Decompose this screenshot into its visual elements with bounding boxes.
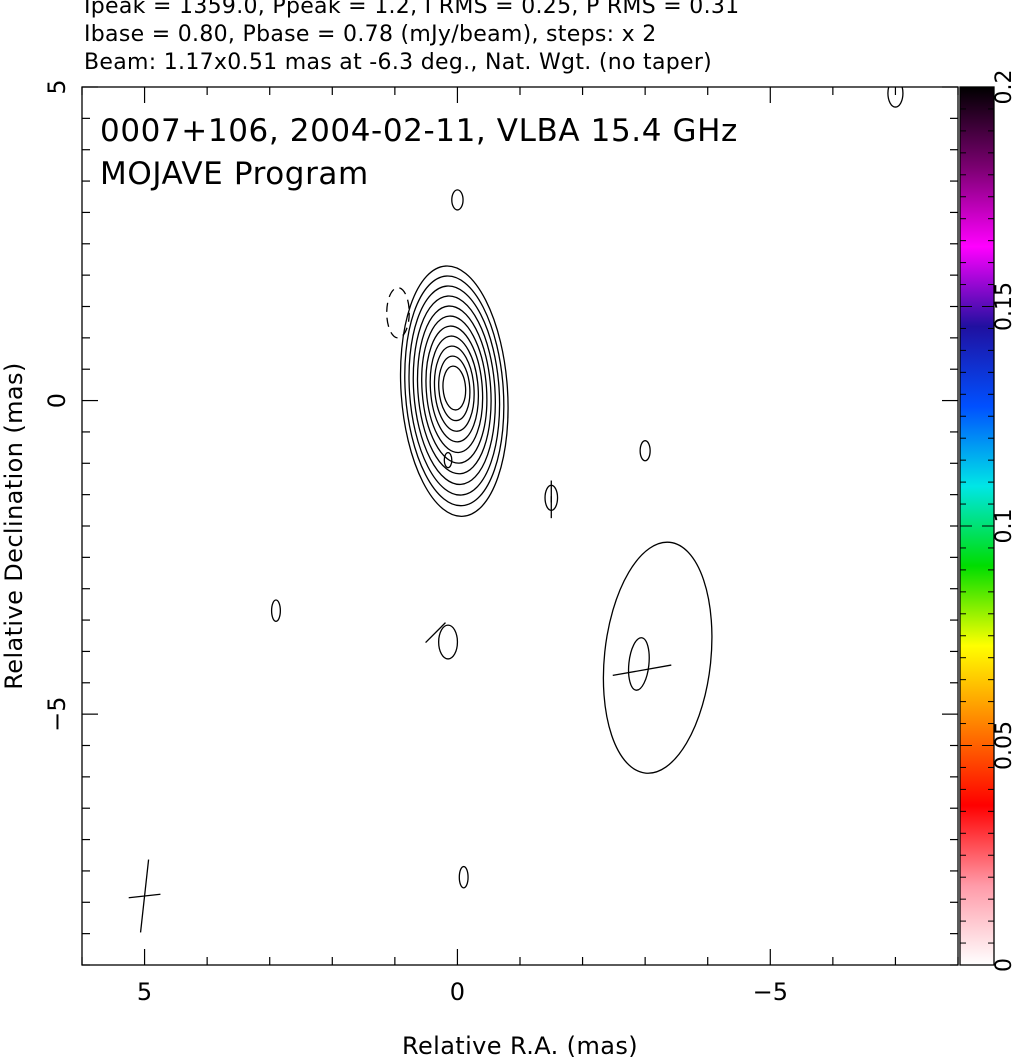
y-tick-label: 5 <box>43 79 71 94</box>
small-contour <box>887 87 904 108</box>
colorbar-tick-label: 0.15 <box>992 282 1017 331</box>
core-contour <box>433 345 475 432</box>
small-contour <box>458 865 469 889</box>
y-axis-label: Relative Declination (mas) <box>0 362 28 689</box>
beam-minor-axis <box>128 893 161 899</box>
polarization-vectors <box>425 480 672 677</box>
core-contour <box>416 305 492 475</box>
header-line-beam: Beam: 1.17x0.51 mas at -6.3 deg., Nat. W… <box>84 50 713 75</box>
header-line-peaks: Ipeak = 1359.0, Ppeak = 1.2, I RMS = 0.2… <box>84 0 740 19</box>
core-contour <box>438 355 471 422</box>
core-contour <box>412 295 496 486</box>
x-tick-label: 5 <box>137 978 152 1006</box>
y-tick-label: 0 <box>43 393 71 408</box>
colorbar-tick-label: 0 <box>992 958 1017 972</box>
colorbar-ticks <box>960 86 994 966</box>
beam-cross <box>128 859 161 933</box>
small-contour <box>438 624 459 660</box>
header-line-base-levels: Ibase = 0.80, Pbase = 0.78 (mJy/beam), s… <box>84 22 657 47</box>
contour-layer <box>270 87 904 889</box>
core-contour <box>442 365 467 411</box>
chart-subtitle: MOJAVE Program <box>100 156 369 192</box>
small-contour <box>443 451 453 469</box>
core-contour <box>421 315 488 464</box>
core-contour <box>429 335 480 443</box>
polarization-vector <box>425 622 446 644</box>
small-contour <box>270 599 282 622</box>
plot-frame <box>81 86 959 966</box>
core-contour <box>408 285 501 496</box>
small-contour <box>639 440 651 462</box>
axis-tick-labels: 5 0 −5 5 0 −5 <box>43 79 788 1006</box>
x-axis-label: Relative R.A. (mas) <box>402 1032 638 1060</box>
core-contour <box>399 265 509 517</box>
colorbar-tick-label: 0.1 <box>992 509 1017 544</box>
jet-component-contour <box>602 541 713 774</box>
colorbar-tick-labels: 0 0.05 0.1 0.15 0.2 <box>992 70 1017 973</box>
core-contour <box>404 275 505 507</box>
core-contour <box>425 325 484 454</box>
x-tick-label: −5 <box>753 978 788 1006</box>
colorbar-tick-label: 0.05 <box>992 721 1017 770</box>
polarization-vector <box>612 664 672 677</box>
small-contour <box>451 189 464 211</box>
negative-contour <box>386 287 410 339</box>
jet-component-contour <box>627 637 650 691</box>
axis-ticks <box>81 86 959 966</box>
y-tick-label: −5 <box>43 696 71 731</box>
chart-title: 0007+106, 2004-02-11, VLBA 15.4 GHz <box>100 113 738 149</box>
x-tick-label: 0 <box>450 978 465 1006</box>
colorbar-tick-label: 0.2 <box>992 70 1017 105</box>
